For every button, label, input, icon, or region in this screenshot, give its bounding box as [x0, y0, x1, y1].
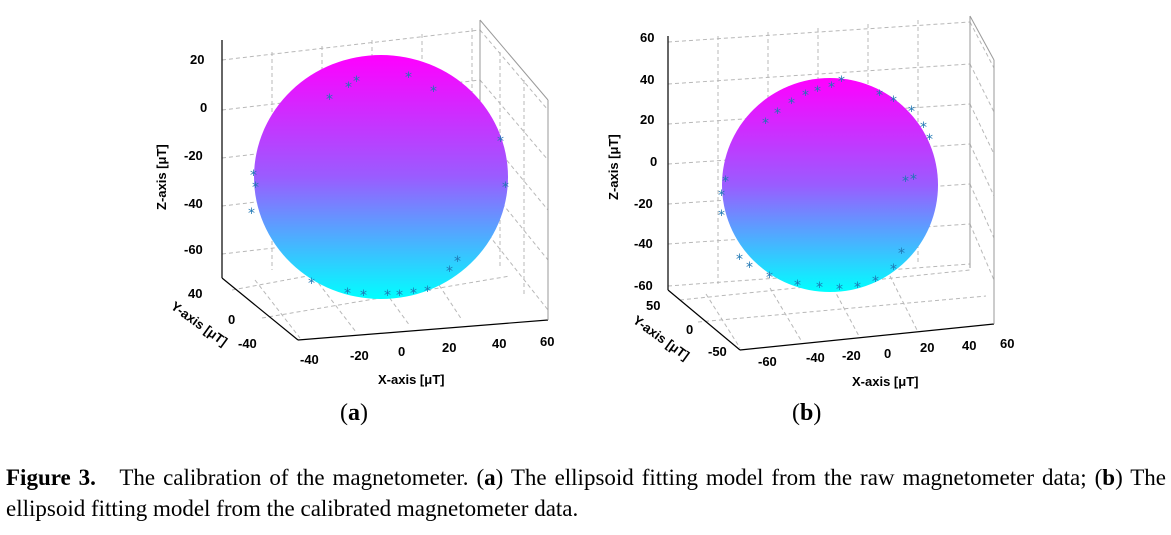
- svg-text:*: *: [898, 246, 905, 262]
- z-tick: -60: [634, 278, 653, 293]
- svg-text:*: *: [774, 106, 781, 122]
- svg-text:*: *: [794, 278, 801, 294]
- svg-text:*: *: [502, 180, 509, 196]
- svg-text:*: *: [345, 80, 352, 96]
- z-tick: 20: [640, 112, 654, 127]
- caption-ref-a: a: [484, 465, 496, 490]
- svg-text:*: *: [446, 264, 453, 280]
- x-tick: 40: [962, 338, 976, 353]
- x-tick: -20: [842, 348, 861, 363]
- y-tick: -50: [708, 344, 727, 359]
- figure-b-3d-plot: * * * * * * * * * * * * * * * * * * * * …: [606, 15, 1014, 389]
- svg-text:*: *: [766, 270, 773, 286]
- y-tick: 50: [646, 298, 660, 313]
- y-tick: -40: [238, 336, 257, 351]
- svg-text:*: *: [902, 174, 909, 190]
- svg-text:*: *: [872, 274, 879, 290]
- svg-text:*: *: [718, 208, 725, 224]
- svg-text:*: *: [814, 84, 821, 100]
- svg-text:*: *: [854, 280, 861, 296]
- svg-text:*: *: [454, 254, 461, 270]
- caption-text-1: The calibration of the magnetometer. (: [119, 465, 485, 490]
- x-tick: -20: [350, 348, 369, 363]
- svg-text:*: *: [736, 252, 743, 268]
- svg-text:*: *: [746, 260, 753, 276]
- x-tick: 20: [920, 340, 934, 355]
- panel-label-a: (a): [340, 400, 368, 426]
- svg-text:*: *: [360, 288, 367, 304]
- svg-text:*: *: [836, 282, 843, 298]
- svg-text:*: *: [762, 116, 769, 132]
- z-tick: 0: [650, 154, 657, 169]
- x-tick: -60: [758, 354, 777, 369]
- z-tick: 60: [640, 30, 654, 45]
- svg-text:*: *: [788, 96, 795, 112]
- data-points: * * * * * * * * * * * * * * * * * * *: [248, 70, 509, 304]
- svg-text:*: *: [353, 74, 360, 90]
- z-axis-label: Z-axis [μT]: [606, 134, 621, 200]
- svg-text:*: *: [410, 286, 417, 302]
- svg-text:*: *: [497, 134, 504, 150]
- figure-caption: Figure 3. The calibration of the magneto…: [6, 462, 1166, 524]
- svg-text:*: *: [718, 188, 725, 204]
- caption-text-3: ) The ellipsoid fitting model from the c…: [6, 465, 1167, 521]
- caption-head: Figure 3.: [6, 465, 96, 490]
- svg-text:*: *: [910, 172, 917, 188]
- x-tick: 0: [884, 346, 891, 361]
- x-axis-label: X-axis [μT]: [378, 372, 444, 387]
- svg-text:*: *: [828, 80, 835, 96]
- fitted-sphere: [722, 78, 938, 292]
- svg-text:*: *: [920, 120, 927, 136]
- svg-text:*: *: [802, 88, 809, 104]
- z-tick: 20: [190, 52, 204, 67]
- figure-a-3d-plot: * * * * * * * * * * * * * * * * * * * 20…: [154, 19, 554, 387]
- svg-text:*: *: [908, 104, 915, 120]
- z-tick: 40: [640, 72, 654, 87]
- svg-text:*: *: [326, 92, 333, 108]
- svg-text:*: *: [250, 168, 257, 184]
- x-tick: 60: [540, 334, 554, 349]
- svg-text:*: *: [722, 174, 729, 190]
- svg-text:*: *: [344, 286, 351, 302]
- svg-text:*: *: [396, 288, 403, 304]
- svg-text:*: *: [890, 262, 897, 278]
- y-tick: 40: [188, 286, 202, 301]
- y-axis-label: Y-axis [μT]: [630, 312, 692, 363]
- y-tick: 0: [228, 312, 235, 327]
- svg-text:*: *: [430, 84, 437, 100]
- x-tick: 40: [492, 336, 506, 351]
- svg-text:*: *: [308, 276, 315, 292]
- z-tick: -40: [634, 236, 653, 251]
- caption-ref-b: b: [1102, 465, 1116, 490]
- svg-text:*: *: [384, 288, 391, 304]
- z-tick: -60: [184, 242, 203, 257]
- panel-label-b: (b): [792, 400, 822, 426]
- svg-text:*: *: [838, 74, 845, 90]
- svg-text:*: *: [405, 70, 412, 86]
- fitted-sphere: [254, 55, 508, 299]
- svg-text:*: *: [252, 180, 259, 196]
- x-tick: 20: [442, 340, 456, 355]
- svg-text:*: *: [816, 280, 823, 296]
- svg-text:*: *: [890, 94, 897, 110]
- axes-box: [667, 15, 995, 351]
- z-tick: 0: [200, 100, 207, 115]
- x-axis-label: X-axis [μT]: [852, 374, 918, 389]
- caption-text-2: ) The ellipsoid fitting model from the r…: [495, 465, 1103, 490]
- svg-text:*: *: [876, 88, 883, 104]
- x-tick: -40: [806, 350, 825, 365]
- svg-text:*: *: [926, 132, 933, 148]
- z-tick: -40: [184, 196, 203, 211]
- z-tick: -20: [184, 148, 203, 163]
- z-tick: -20: [634, 196, 653, 211]
- y-tick: 0: [686, 322, 693, 337]
- x-tick: 0: [398, 344, 405, 359]
- svg-text:*: *: [424, 284, 431, 300]
- x-tick: 60: [1000, 336, 1014, 351]
- svg-text:*: *: [248, 206, 255, 222]
- x-tick: -40: [300, 352, 319, 367]
- z-axis-label: Z-axis [μT]: [154, 144, 169, 210]
- data-points: * * * * * * * * * * * * * * * * * * * * …: [718, 74, 933, 298]
- y-axis-label: Y-axis [μT]: [168, 298, 230, 349]
